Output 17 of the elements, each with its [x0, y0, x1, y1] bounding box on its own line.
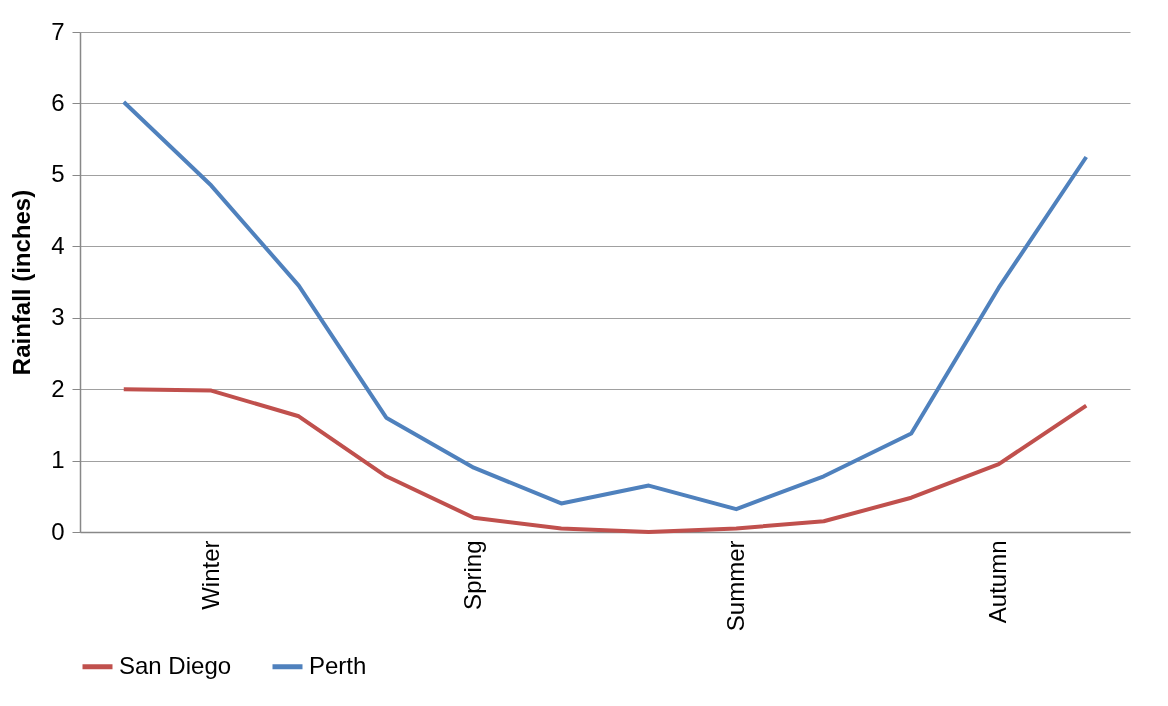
y-tick-label: 0 — [51, 517, 65, 545]
y-tick-label: 3 — [51, 303, 65, 331]
y-tick-label: 6 — [51, 88, 65, 116]
line-series — [121, 387, 1089, 534]
y-tick-label: 2 — [51, 374, 65, 402]
y-tick-label: 5 — [51, 160, 65, 188]
y-tick-label: 4 — [51, 231, 65, 259]
y-tick-label: 1 — [51, 446, 65, 474]
x-tick-label: Spring — [459, 540, 487, 610]
legend-label: Perth — [309, 651, 367, 679]
x-tick-label: Autumn — [984, 540, 1012, 624]
line-series — [121, 100, 1089, 512]
legend-label: San Diego — [119, 651, 232, 679]
y-tick-label: 7 — [51, 17, 65, 45]
x-tick-label: Summer — [721, 540, 749, 632]
y-axis-title: Rainfall (inches) — [8, 189, 36, 376]
x-tick-label: Winter — [196, 540, 224, 610]
